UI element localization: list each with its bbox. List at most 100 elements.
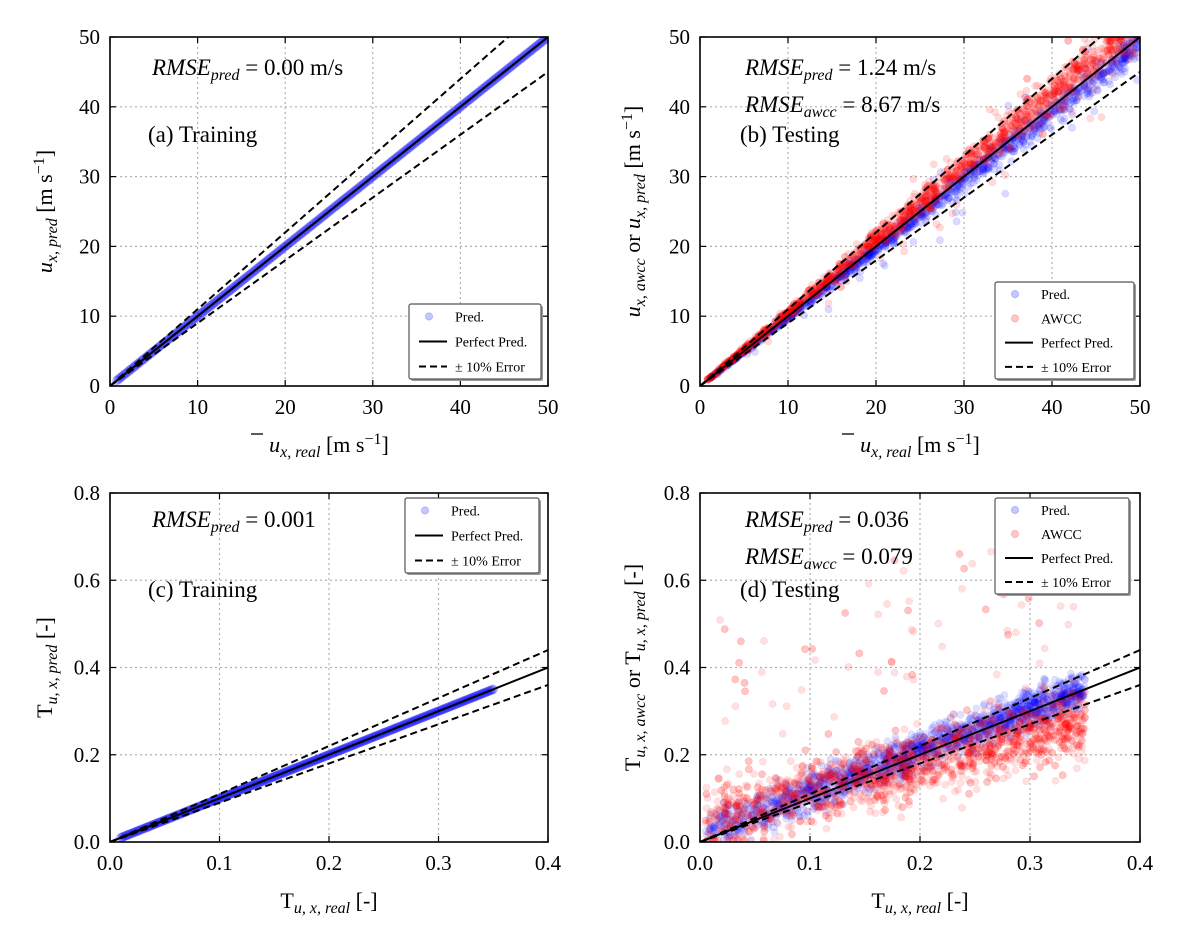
point-awcc <box>1081 65 1090 74</box>
point-awcc <box>942 172 951 181</box>
point-awcc <box>1021 111 1029 120</box>
point-pred <box>1093 57 1101 66</box>
point-awcc <box>1126 18 1133 25</box>
point-awcc <box>722 765 731 774</box>
point-pred <box>900 226 908 234</box>
point-awcc <box>997 132 1006 140</box>
point-awcc <box>1093 29 1100 36</box>
axis-label-subscript: x, pred <box>44 217 61 263</box>
x-tick-label: 0.2 <box>316 851 342 875</box>
point-pred <box>1135 28 1142 35</box>
point-awcc <box>922 192 930 201</box>
point-awcc <box>966 159 975 168</box>
point-pred <box>1045 113 1053 122</box>
point-awcc <box>996 135 1005 144</box>
point-awcc <box>1060 77 1069 86</box>
rmse-label: RMSE <box>744 92 804 117</box>
point-pred <box>1090 107 1099 116</box>
point-pred <box>910 217 919 226</box>
point-awcc <box>1050 81 1059 90</box>
point-pred <box>969 178 978 187</box>
point-pred <box>1022 132 1031 141</box>
point-pred <box>1111 73 1119 82</box>
point-pred <box>1006 144 1015 153</box>
point-pred <box>1010 142 1019 151</box>
rmse-value: = 8.67 m/s <box>837 92 941 117</box>
x-tick-label: 40 <box>1042 395 1063 419</box>
point-awcc <box>868 237 876 245</box>
point-awcc <box>1115 6 1122 13</box>
point-pred <box>879 259 887 268</box>
y-tick-label: 10 <box>79 304 100 328</box>
point-awcc <box>949 173 958 181</box>
point-pred <box>984 164 993 173</box>
point-awcc <box>1122 22 1129 29</box>
point-pred <box>869 249 878 258</box>
point-pred <box>970 172 979 181</box>
point-pred <box>952 186 961 195</box>
point-pred <box>1130 17 1137 24</box>
legend-marker-pred <box>420 506 430 515</box>
point-awcc <box>1107 46 1115 54</box>
point-awcc <box>1092 56 1101 65</box>
point-awcc <box>906 209 915 218</box>
point-awcc <box>1104 37 1112 45</box>
point-awcc <box>1038 130 1047 139</box>
point-awcc <box>822 276 831 285</box>
point-pred <box>971 170 979 179</box>
point-awcc <box>1134 23 1141 30</box>
point-awcc <box>866 231 875 240</box>
point-awcc <box>1042 94 1051 103</box>
point-awcc <box>1083 70 1091 78</box>
point-pred <box>1069 97 1078 105</box>
y-tick-label: 0.6 <box>74 568 100 592</box>
point-pred <box>1108 59 1117 68</box>
point-awcc <box>782 308 791 317</box>
point-pred <box>881 239 890 248</box>
point-pred <box>934 200 943 209</box>
point-pred <box>1121 54 1129 63</box>
point-awcc <box>1041 88 1049 97</box>
point-pred <box>990 159 999 168</box>
point-awcc <box>985 141 994 149</box>
point-pred <box>1104 67 1113 75</box>
point-awcc <box>1095 54 1104 63</box>
point-awcc <box>1104 50 1113 59</box>
point-pred <box>1133 76 1140 84</box>
point-awcc <box>1120 22 1127 29</box>
point-awcc <box>1083 50 1092 59</box>
point-pred <box>1024 130 1032 139</box>
point-pred <box>978 165 986 174</box>
point-awcc <box>1073 76 1082 85</box>
point-awcc <box>967 160 976 169</box>
point-awcc <box>1081 59 1090 68</box>
point-pred <box>991 155 1000 163</box>
point-pred <box>1099 69 1107 78</box>
point-awcc <box>1057 86 1066 95</box>
point-awcc <box>997 136 1006 145</box>
point-awcc <box>1035 107 1044 115</box>
axis-label-subscript: u, x, pred <box>44 644 61 705</box>
point-pred <box>1076 87 1085 96</box>
point-pred <box>751 348 759 356</box>
point-pred <box>1060 114 1069 123</box>
point-pred <box>973 171 981 180</box>
point-awcc <box>979 151 988 159</box>
point-pred <box>1129 43 1138 52</box>
point-awcc <box>1088 56 1097 64</box>
point-pred <box>867 251 876 259</box>
point-awcc <box>865 242 873 250</box>
point-awcc <box>1090 47 1098 56</box>
point-pred <box>979 165 988 174</box>
point-awcc <box>868 236 877 245</box>
point-pred <box>1061 102 1070 111</box>
x-axis-label: ux, real [m s−1] <box>269 431 389 461</box>
point-awcc <box>917 197 926 206</box>
point-pred <box>903 224 911 232</box>
legend-entry-label: ± 10% Error <box>455 361 525 376</box>
point-pred <box>928 207 937 215</box>
point-pred <box>1026 137 1034 146</box>
point-pred <box>1084 86 1092 95</box>
point-awcc <box>1086 114 1095 123</box>
point-awcc <box>1123 21 1130 28</box>
